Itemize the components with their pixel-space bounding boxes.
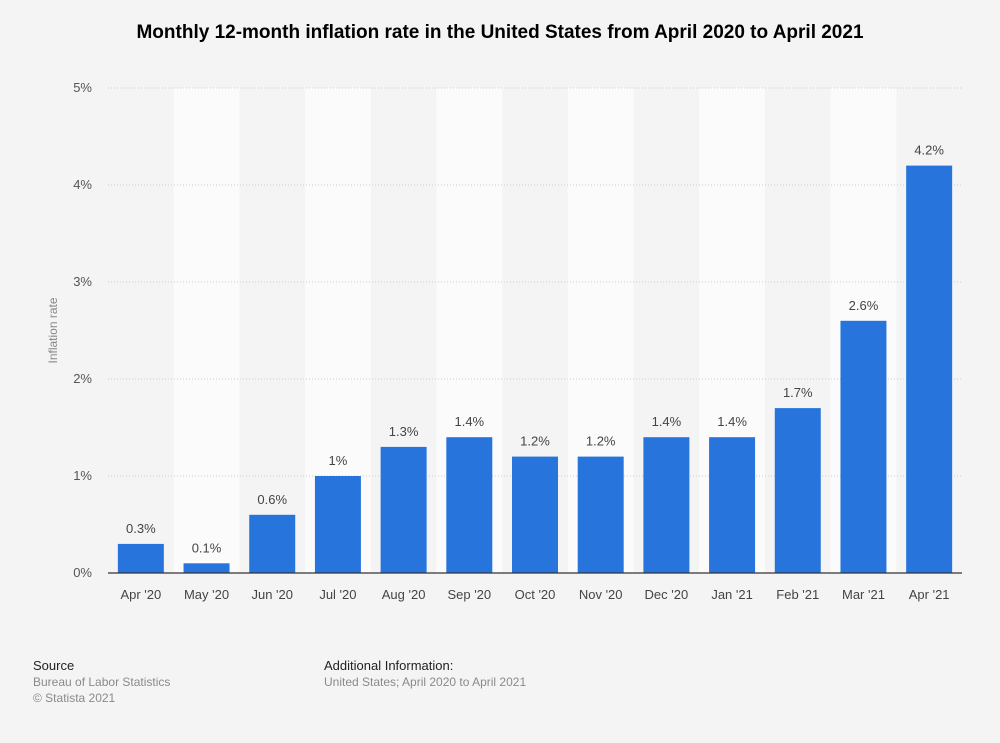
x-tick-label: Dec '20 xyxy=(645,587,689,602)
source-heading: Source xyxy=(33,658,75,673)
x-tick-label: Sep '20 xyxy=(447,587,491,602)
value-label: 0.1% xyxy=(192,540,222,555)
bar-chart: 0% 1% 2% 3% 4% 5% Inflation rate 0.3% Apr '20 0.1… xyxy=(46,80,962,602)
bar xyxy=(774,408,821,573)
y-tick-label: 3% xyxy=(73,274,92,289)
value-label: 2.6% xyxy=(849,298,879,313)
y-tick-label: 0% xyxy=(73,565,92,580)
bar xyxy=(577,456,624,573)
y-tick-label: 1% xyxy=(73,468,92,483)
x-tick-label: May '20 xyxy=(184,587,229,602)
bar xyxy=(117,543,164,573)
x-tick-label: Jan '21 xyxy=(711,587,753,602)
source-line: Bureau of Labor Statistics xyxy=(33,675,171,689)
bar xyxy=(380,446,427,573)
background-band xyxy=(173,88,240,573)
bar xyxy=(709,437,756,573)
value-label: 1.4% xyxy=(717,414,747,429)
y-tick-label: 2% xyxy=(73,371,92,386)
bar xyxy=(840,320,887,573)
bar xyxy=(643,437,690,573)
additional-info-block: Additional Information: United States; A… xyxy=(324,658,526,690)
bar xyxy=(906,165,953,573)
value-label: 1% xyxy=(329,453,348,468)
y-axis-title: Inflation rate xyxy=(46,297,60,363)
additional-info-line: United States; April 2020 to April 2021 xyxy=(324,675,527,689)
x-tick-label: Apr '20 xyxy=(120,587,161,602)
bar xyxy=(183,563,230,573)
bar xyxy=(314,476,361,573)
x-tick-label: Apr '21 xyxy=(909,587,950,602)
value-label: 1.4% xyxy=(454,414,484,429)
y-tick-label: 4% xyxy=(73,177,92,192)
value-label: 1.2% xyxy=(520,434,550,449)
x-tick-label: Aug '20 xyxy=(382,587,426,602)
value-label: 1.7% xyxy=(783,385,813,400)
x-tick-label: Mar '21 xyxy=(842,587,885,602)
bar xyxy=(512,456,558,573)
x-tick-label: Feb '21 xyxy=(776,587,819,602)
additional-info-heading: Additional Information: xyxy=(324,658,454,673)
value-label: 1.3% xyxy=(389,424,419,439)
copyright-line: © Statista 2021 xyxy=(33,691,116,705)
bar xyxy=(249,514,296,573)
value-label: 1.2% xyxy=(586,434,616,449)
x-tick-label: Nov '20 xyxy=(579,587,623,602)
bar xyxy=(446,437,493,573)
chart-title: Monthly 12-month inflation rate in the U… xyxy=(136,22,864,43)
value-label: 4.2% xyxy=(914,143,944,158)
y-tick-label: 5% xyxy=(73,80,92,95)
x-tick-label: Oct '20 xyxy=(515,587,556,602)
value-label: 0.3% xyxy=(126,521,156,536)
source-block: Source Bureau of Labor Statistics © Stat… xyxy=(33,658,170,706)
value-label: 1.4% xyxy=(652,414,682,429)
x-tick-label: Jun '20 xyxy=(251,587,293,602)
value-label: 0.6% xyxy=(257,492,287,507)
x-tick-label: Jul '20 xyxy=(319,587,356,602)
